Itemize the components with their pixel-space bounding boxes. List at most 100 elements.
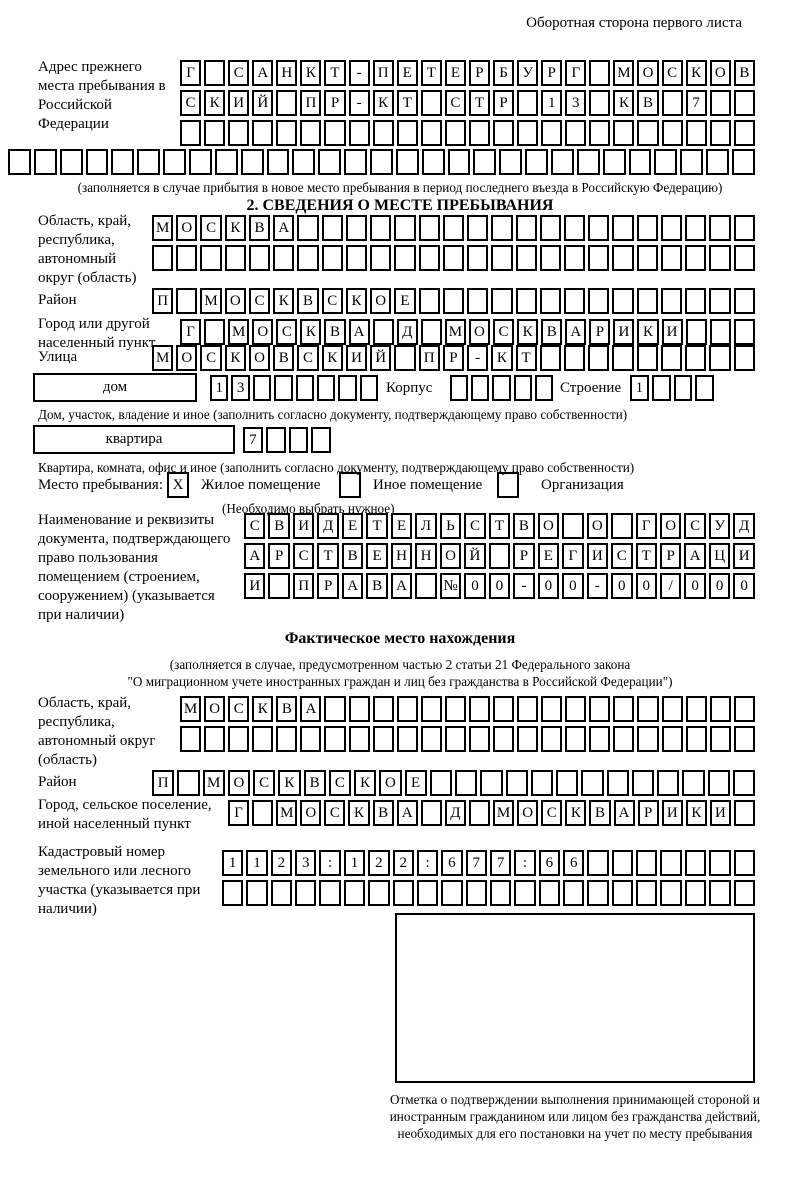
char-cell [321, 245, 343, 271]
char-cell [660, 345, 683, 371]
char-cell: С [292, 543, 315, 569]
char-cell [538, 880, 561, 906]
char-cell: О [586, 513, 609, 539]
char-cell: Е [404, 770, 427, 796]
char-cell: К [685, 60, 707, 86]
char-cell [343, 880, 366, 906]
char-cell: К [685, 800, 707, 826]
char-cell [611, 513, 633, 539]
char-cell: К [637, 319, 659, 345]
char-cell [657, 770, 680, 796]
char-cell: И [613, 319, 635, 345]
char-cell [636, 288, 658, 314]
char-cell [224, 245, 246, 271]
char-cell [515, 288, 537, 314]
char-cell [111, 149, 135, 175]
char-cell [588, 245, 610, 271]
char-cell [733, 288, 755, 314]
char-cell [661, 120, 683, 146]
char-cell [587, 880, 609, 906]
char-cell: Р [513, 543, 535, 569]
char-cell: 3 [295, 850, 317, 876]
char-cell [654, 149, 678, 175]
char-cell: Н [390, 543, 413, 569]
char-cell [176, 245, 198, 271]
char-cell: К [224, 345, 246, 371]
char-cell [514, 880, 536, 906]
char-cell [733, 120, 755, 146]
char-cell [345, 215, 368, 241]
page-side-note: Оборотная сторона первого листа [526, 15, 742, 31]
char-cell [525, 149, 549, 175]
char-cell [311, 427, 331, 453]
char-cell: О [379, 770, 402, 796]
korpus-cells [450, 375, 554, 401]
char-cell [442, 215, 465, 241]
char-cell: П [300, 90, 322, 116]
char-cell [163, 149, 187, 175]
char-cell: № [439, 573, 462, 599]
char-cell [709, 345, 731, 371]
char-cell [444, 120, 466, 146]
char-cell [59, 149, 83, 175]
char-cell: Е [390, 513, 413, 539]
char-cell [214, 149, 238, 175]
stamp-box [395, 913, 755, 1083]
char-cell [295, 375, 314, 401]
dom-box: дом [33, 373, 197, 402]
char-cell: Р [324, 90, 346, 116]
char-cell: С [611, 543, 633, 569]
char-cell: 0 [464, 573, 486, 599]
char-cell: О [248, 345, 271, 371]
char-cell: Г [228, 800, 250, 826]
char-cell [274, 375, 293, 401]
char-cell: О [224, 288, 246, 314]
char-cell [420, 726, 442, 752]
char-cell: О [204, 696, 226, 722]
mesto-choose-note: (Необходимо выбрать нужное) [222, 501, 395, 516]
char-cell: С [276, 319, 298, 345]
char-cell: С [253, 770, 276, 796]
char-cell [222, 880, 244, 906]
char-cell [444, 726, 466, 752]
char-cell [695, 375, 714, 401]
char-cell [685, 696, 707, 722]
char-cell [180, 726, 202, 752]
char-cell [706, 149, 730, 175]
kvartira-box: квартира [33, 425, 235, 454]
char-cell: 7 [465, 850, 487, 876]
char-cell [491, 215, 513, 241]
char-cell: И [228, 90, 250, 116]
char-cell [581, 770, 604, 796]
char-cell: К [278, 770, 301, 796]
char-cell: Н [415, 543, 437, 569]
char-cell [415, 573, 437, 599]
char-cell [180, 120, 202, 146]
char-cell: В [372, 800, 394, 826]
char-cell: М [493, 800, 515, 826]
char-cell: С [248, 288, 271, 314]
char-cell [709, 288, 731, 314]
char-cell: - [513, 573, 535, 599]
char-cell: С [328, 770, 351, 796]
char-cell [324, 696, 346, 722]
char-cell [637, 726, 659, 752]
char-cell [517, 696, 539, 722]
char-cell: Н [276, 60, 298, 86]
char-cell: Й [370, 345, 392, 371]
char-cell [684, 850, 707, 876]
char-cell: А [684, 543, 706, 569]
char-cell: Р [637, 800, 659, 826]
char-cell: 7 [685, 90, 707, 116]
char-cell: - [348, 90, 370, 116]
char-cell [660, 288, 683, 314]
char-cell [733, 319, 755, 345]
char-cell [471, 375, 490, 401]
char-cell [394, 345, 416, 371]
char-cell: 1 [630, 375, 649, 401]
char-cell [420, 319, 442, 345]
char-cell: О [252, 319, 274, 345]
char-cell [324, 120, 346, 146]
